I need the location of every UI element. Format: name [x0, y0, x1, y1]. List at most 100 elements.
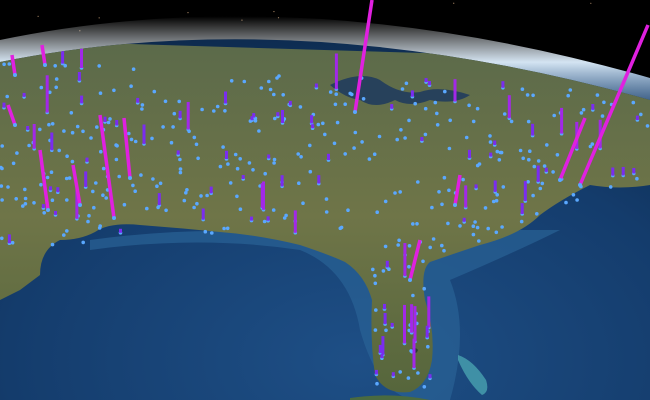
data-point[interactable]	[595, 93, 600, 97]
data-point[interactable]	[542, 164, 547, 168]
data-point[interactable]	[602, 100, 606, 105]
data-point[interactable]	[75, 124, 80, 129]
data-bar[interactable]	[56, 187, 60, 193]
data-point[interactable]	[57, 148, 61, 153]
data-bar[interactable]	[413, 306, 417, 342]
data-point[interactable]	[182, 198, 187, 203]
data-point[interactable]	[383, 244, 388, 249]
data-bar[interactable]	[119, 228, 122, 233]
data-bar[interactable]	[611, 167, 615, 176]
data-point[interactable]	[229, 79, 234, 83]
data-point[interactable]	[23, 187, 27, 192]
data-bar[interactable]	[381, 336, 385, 355]
data-bar[interactable]	[383, 303, 386, 310]
data-point[interactable]	[215, 104, 220, 109]
data-point[interactable]	[122, 202, 127, 207]
data-point[interactable]	[488, 134, 492, 138]
data-point[interactable]	[54, 77, 59, 81]
data-point[interactable]	[448, 118, 453, 123]
data-point[interactable]	[14, 197, 18, 201]
data-point[interactable]	[46, 208, 50, 212]
data-point[interactable]	[540, 181, 545, 186]
data-point[interactable]	[411, 222, 415, 226]
data-point[interactable]	[112, 88, 116, 93]
data-bar-tall[interactable]	[558, 117, 587, 181]
data-point[interactable]	[473, 220, 477, 224]
data-point[interactable]	[70, 159, 75, 164]
data-point[interactable]	[222, 226, 226, 231]
data-point[interactable]	[442, 175, 447, 180]
data-point[interactable]	[152, 89, 157, 94]
data-bar-tall[interactable]	[578, 24, 650, 186]
data-bar[interactable]	[49, 186, 52, 191]
data-point[interactable]	[321, 121, 325, 126]
data-point[interactable]	[98, 91, 103, 95]
data-point[interactable]	[407, 264, 411, 269]
data-point[interactable]	[199, 194, 203, 198]
data-point[interactable]	[272, 157, 277, 162]
data-point[interactable]	[308, 169, 313, 174]
data-point[interactable]	[210, 231, 214, 235]
data-point[interactable]	[97, 64, 101, 68]
data-point[interactable]	[196, 156, 200, 161]
data-point[interactable]	[373, 281, 378, 286]
data-bar[interactable]	[85, 157, 89, 162]
data-point[interactable]	[50, 122, 55, 126]
data-point[interactable]	[343, 102, 348, 106]
data-point[interactable]	[64, 176, 69, 181]
data-point[interactable]	[475, 225, 480, 230]
data-point[interactable]	[262, 219, 267, 224]
data-point[interactable]	[458, 224, 462, 228]
data-bar[interactable]	[501, 81, 505, 88]
data-point[interactable]	[0, 184, 4, 188]
data-bar[interactable]	[591, 104, 595, 110]
data-point[interactable]	[426, 344, 430, 349]
data-point[interactable]	[631, 100, 636, 105]
data-point[interactable]	[400, 87, 405, 91]
data-point[interactable]	[500, 225, 504, 229]
data-point[interactable]	[334, 92, 339, 96]
data-point[interactable]	[488, 140, 493, 144]
data-bar[interactable]	[427, 296, 431, 328]
data-point[interactable]	[140, 107, 144, 111]
data-bar[interactable]	[621, 167, 625, 176]
data-point[interactable]	[571, 193, 576, 197]
data-point[interactable]	[50, 198, 55, 202]
data-point[interactable]	[477, 239, 481, 243]
data-point[interactable]	[423, 132, 428, 137]
data-point[interactable]	[526, 180, 530, 184]
data-bar[interactable]	[632, 168, 636, 174]
data-point[interactable]	[163, 99, 168, 104]
data-point[interactable]	[422, 286, 427, 291]
data-point[interactable]	[332, 141, 337, 146]
data-bar[interactable]	[383, 313, 387, 325]
data-point[interactable]	[45, 175, 50, 180]
data-point[interactable]	[447, 146, 452, 151]
data-point[interactable]	[203, 229, 208, 234]
data-bar[interactable]	[115, 120, 119, 126]
data-point[interactable]	[78, 203, 82, 207]
data-point[interactable]	[192, 205, 196, 210]
data-bar-tall[interactable]	[408, 239, 422, 281]
data-bar[interactable]	[420, 137, 424, 141]
data-point[interactable]	[251, 168, 255, 172]
data-bar[interactable]	[523, 181, 527, 201]
data-point[interactable]	[5, 94, 9, 99]
data-bar[interactable]	[424, 78, 428, 83]
data-point[interactable]	[81, 129, 85, 134]
data-point[interactable]	[150, 136, 154, 141]
data-bar[interactable]	[380, 354, 384, 359]
data-point[interactable]	[440, 243, 444, 248]
data-point[interactable]	[398, 190, 403, 194]
data-point[interactable]	[518, 148, 523, 153]
data-bar[interactable]	[50, 132, 54, 151]
data-point[interactable]	[393, 191, 397, 195]
data-point[interactable]	[67, 176, 72, 180]
data-point[interactable]	[600, 114, 605, 118]
data-bar-tall[interactable]	[71, 164, 82, 206]
data-point[interactable]	[509, 119, 514, 124]
data-bar[interactable]	[250, 216, 253, 221]
data-bar[interactable]	[507, 95, 511, 119]
data-point[interactable]	[353, 130, 358, 135]
data-bar[interactable]	[280, 175, 284, 187]
